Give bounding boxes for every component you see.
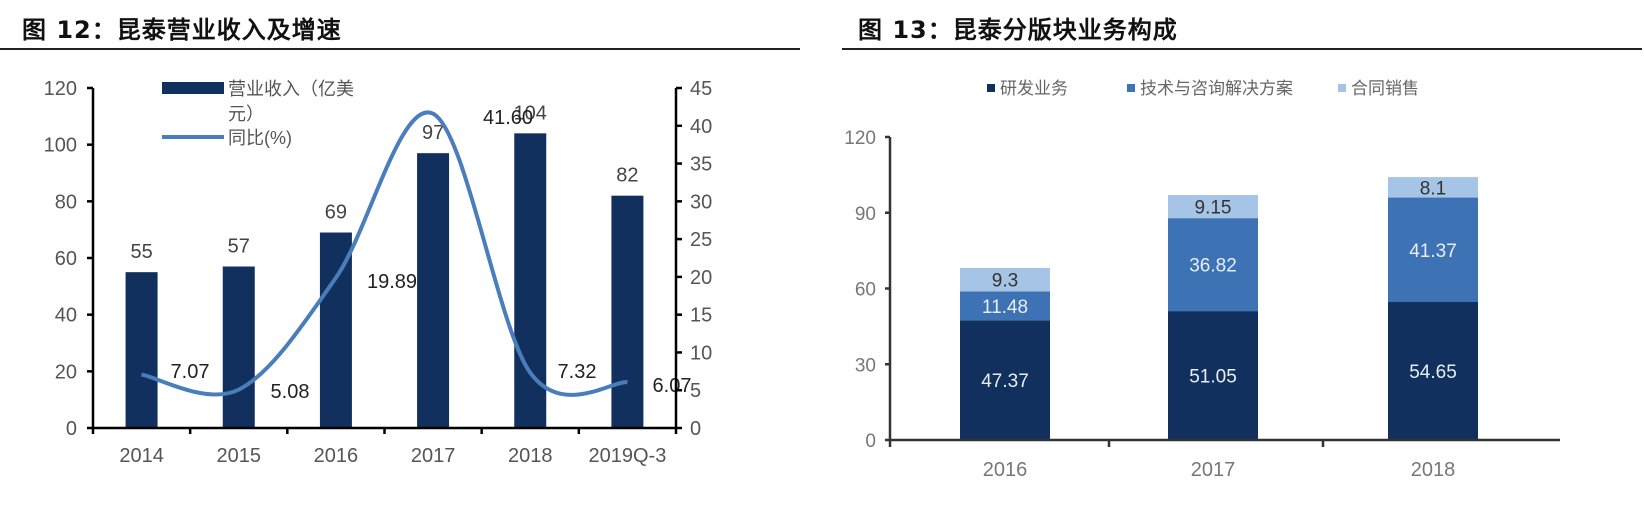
right-axis-tick-label: 15 (690, 305, 712, 327)
right-axis-tick-label: 35 (690, 154, 712, 176)
left-axis-tick-label: 0 (66, 418, 77, 440)
tech-consulting-segment-label: 41.37 (1409, 241, 1457, 262)
revenue-bar (319, 232, 352, 428)
contract-sales-segment (1388, 177, 1478, 198)
revenue-bar (611, 195, 644, 428)
left-axis-tick-label: 100 (44, 135, 77, 157)
right-axis-tick-label: 10 (690, 342, 712, 364)
revenue-growth-chart: 55 57 69 97 104 82 7.07 5.08 19.89 41.60 7.32 6.07 0… (44, 78, 713, 467)
revenue-bar (125, 272, 158, 428)
right-axis-tick-label: 25 (690, 229, 712, 251)
contract-sales-segment-label: 9.3 (992, 271, 1018, 292)
growth-rate-label: 6.07 (653, 375, 692, 397)
revenue-bar-label: 55 (130, 241, 152, 263)
revenue-bar (222, 266, 255, 428)
legend-growth-label: 同比(%) (228, 128, 292, 148)
contract-sales-segment-label: 8.1 (1420, 178, 1446, 199)
figure-12-panel: 图 12：昆泰营业收入及增速 55 57 69 97 104 82 7.07 5.08 19.8… (0, 0, 800, 512)
contract-sales-segment-legend-swatch (1338, 84, 1346, 92)
left-axis-tick-label: 40 (55, 305, 77, 327)
x-axis-category-label: 2017 (1191, 459, 1236, 481)
right-axis-tick-label: 0 (690, 418, 701, 440)
tech-consulting-segment (960, 291, 1050, 321)
y-axis-tick-label: 90 (855, 204, 876, 225)
left-axis-tick-label: 80 (55, 191, 77, 213)
right-axis-tick-label: 45 (690, 78, 712, 100)
chart-legend: 研发业务 技术与咨询解决方案 合同销售 (987, 79, 1419, 98)
x-axis-category-label: 2017 (411, 445, 456, 467)
growth-rate-label: 5.08 (271, 381, 310, 403)
left-axis-tick-label: 60 (55, 248, 77, 270)
figure-13-title-rule (842, 48, 1642, 50)
y-axis-tick-label: 60 (855, 280, 876, 301)
tech-consulting-segment-legend-label: 技术与咨询解决方案 (1140, 79, 1293, 98)
right-axis-tick-label: 20 (690, 267, 712, 289)
right-axis-tick-label: 5 (690, 380, 701, 402)
tech-consulting-segment-legend-swatch (1127, 84, 1135, 92)
revenue-bar-label: 57 (228, 236, 250, 258)
revenue-bar-label: 69 (325, 202, 347, 224)
x-axis-category-label: 2018 (1411, 459, 1456, 481)
tech-consulting-segment (1388, 197, 1478, 303)
rd-segment-legend-label: 研发业务 (1000, 79, 1068, 98)
right-axis-tick-label: 30 (690, 191, 712, 213)
growth-rate-label: 7.07 (171, 361, 210, 383)
segment-composition-chart: 47.37 11.48 9.3 51.05 36.82 9.15 54.65 41.37 8.1… (844, 79, 1560, 481)
x-axis-category-label: 2019Q-3 (588, 445, 666, 467)
tech-consulting-segment-label: 36.82 (1189, 256, 1237, 277)
revenue-bar-label: 82 (616, 165, 638, 187)
left-axis-tick-label: 120 (44, 78, 77, 100)
contract-sales-segment-label: 9.15 (1195, 198, 1232, 219)
right-axis-tick-label: 40 (690, 116, 712, 138)
rd-segment (1168, 311, 1258, 440)
figure-13-panel: 图 13：昆泰分版块业务构成 47.37 11.48 9.3 51.05 36.82 9.… (822, 0, 1644, 512)
rd-segment-label: 51.05 (1189, 367, 1237, 388)
revenue-bar-label: 104 (514, 102, 547, 124)
rd-segment-legend-swatch (987, 84, 995, 92)
y-axis-tick-label: 30 (855, 355, 876, 376)
rd-segment (1388, 302, 1478, 440)
x-axis-category-label: 2016 (983, 459, 1028, 481)
x-axis-category-label: 2018 (508, 445, 553, 467)
revenue-bar (417, 153, 450, 428)
revenue-bar (514, 133, 547, 428)
figure-12-title-rule (0, 48, 800, 50)
growth-rate-label: 7.32 (558, 361, 597, 383)
tech-consulting-segment (1168, 218, 1258, 312)
contract-sales-segment (960, 267, 1050, 292)
left-axis-tick-label: 20 (55, 361, 77, 383)
rd-segment-label: 54.65 (1409, 362, 1457, 383)
x-axis-category-label: 2014 (119, 445, 164, 467)
rd-segment (960, 320, 1050, 440)
growth-rate-label: 19.89 (367, 271, 417, 293)
growth-rate-line (141, 110, 628, 397)
legend-revenue-label: 营业收入（亿美 (228, 79, 354, 99)
x-axis-category-label: 2015 (217, 445, 262, 467)
rd-segment-label: 47.37 (981, 371, 1029, 392)
figure-13-title: 图 13：昆泰分版块业务构成 (858, 16, 1178, 44)
legend-bar-swatch (162, 82, 224, 94)
chart-legend: 营业收入（亿美元） 同比(%) (162, 79, 354, 148)
tech-consulting-segment-label: 11.48 (982, 297, 1028, 318)
revenue-bar-label: 97 (422, 122, 444, 144)
x-axis-category-label: 2016 (314, 445, 359, 467)
figure-12-title: 图 12：昆泰营业收入及增速 (22, 16, 342, 44)
contract-sales-segment (1168, 195, 1258, 219)
y-axis-tick-label: 120 (844, 128, 876, 149)
svg-text:元）: 元） (228, 104, 264, 124)
growth-rate-label: 41.60 (483, 107, 533, 129)
y-axis-tick-label: 0 (865, 431, 876, 452)
contract-sales-segment-legend-label: 合同销售 (1351, 79, 1419, 98)
